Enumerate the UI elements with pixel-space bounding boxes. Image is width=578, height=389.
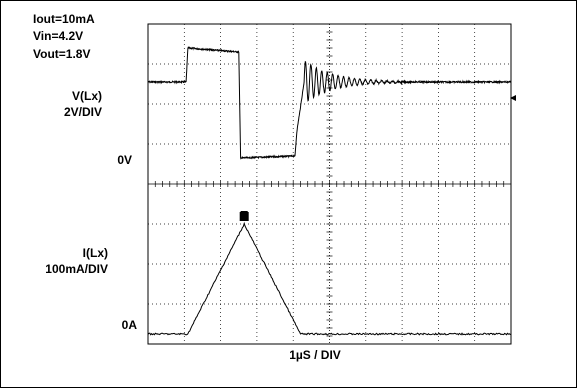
trigger-level-arrow-icon (510, 95, 516, 101)
time-scale-label: 1µS / DIV (289, 348, 341, 362)
current-zero-label: 0A (122, 318, 138, 332)
trigger-marker-box (239, 212, 249, 221)
condition-vout: Vout=1.8V (33, 47, 90, 61)
current-scale-label: 100mA/DIV (45, 262, 108, 276)
voltage-trace (147, 46, 512, 160)
current-channel-label: I(Lx) (83, 246, 108, 260)
voltage-scale-label: 2V/DIV (64, 105, 102, 119)
voltage-channel-label: V(Lx) (72, 89, 102, 103)
condition-iout: Iout=10mA (33, 12, 95, 26)
voltage-zero-label: 0V (117, 153, 132, 167)
trigger-marker: T (239, 209, 249, 223)
condition-vin: Vin=4.2V (33, 29, 83, 43)
current-trace (147, 221, 512, 336)
scope-grid (147, 23, 512, 345)
trigger-marker-label: T (241, 209, 249, 223)
